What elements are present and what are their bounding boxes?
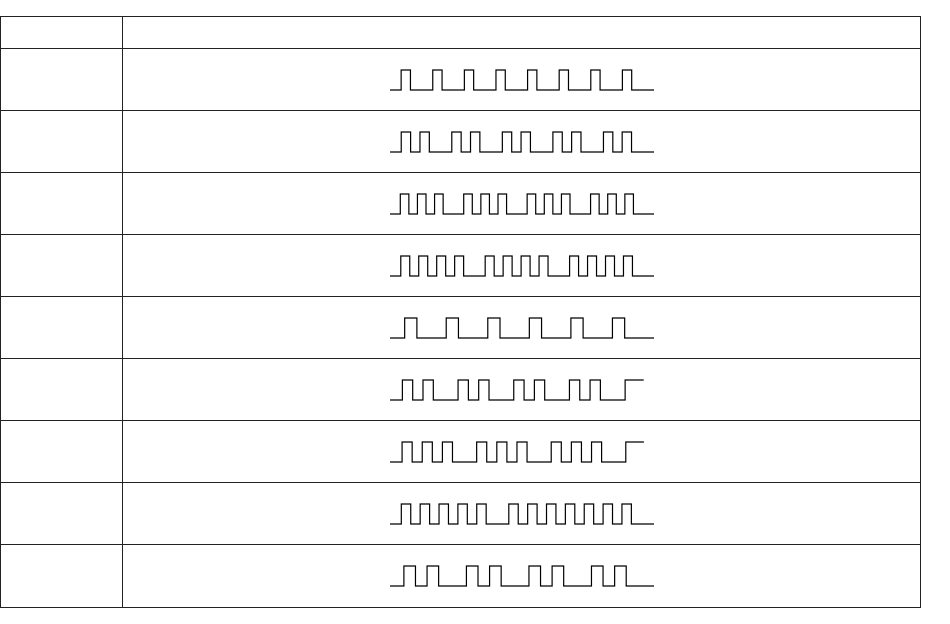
pulse-train-line [389,378,644,401]
row-label-cell [0,110,123,173]
waveform-cell [122,234,921,297]
waveform-cell [122,420,921,483]
pulse-row [0,482,921,545]
row-label-cell [0,234,123,297]
waveform-cell [122,48,921,111]
pulse-train-line [389,192,654,215]
pulse-pattern-table [0,16,921,608]
waveform-cell [122,482,921,545]
pulse-train-line [389,565,654,587]
pulse-row [0,358,921,421]
pulse-train-line [389,440,644,463]
header-row [0,16,921,49]
pulse-waveform [389,565,654,587]
waveform-cell [122,296,921,359]
row-label-cell [0,358,123,421]
pulse-row [0,544,921,608]
header-label-cell [0,16,123,49]
pulse-row [0,110,921,173]
pulse-row [0,420,921,483]
waveform-cell [122,110,921,173]
waveform-cell [122,358,921,421]
pulse-waveform [389,316,654,339]
pulse-train-line [389,254,654,277]
row-label-cell [0,172,123,235]
header-pattern-cell [122,16,921,49]
row-label-cell [0,544,123,608]
pulse-waveform [389,254,654,277]
pulse-row [0,296,921,359]
pulse-waveform [389,192,654,215]
pulse-row [0,172,921,235]
row-label-cell [0,296,123,359]
pulse-waveform [389,68,654,91]
pulse-waveform [389,502,654,525]
pulse-train-line [389,130,654,153]
row-label-cell [0,420,123,483]
waveform-cell [122,544,921,608]
waveform-cell [122,172,921,235]
pulse-row [0,234,921,297]
pulse-train-line [389,316,654,339]
pulse-waveform [389,440,644,463]
pulse-waveform [389,130,654,153]
pulse-train-line [389,502,654,525]
row-label-cell [0,482,123,545]
row-label-cell [0,48,123,111]
pulse-row [0,48,921,111]
pulse-train-line [389,68,654,91]
pulse-waveform [389,378,644,401]
